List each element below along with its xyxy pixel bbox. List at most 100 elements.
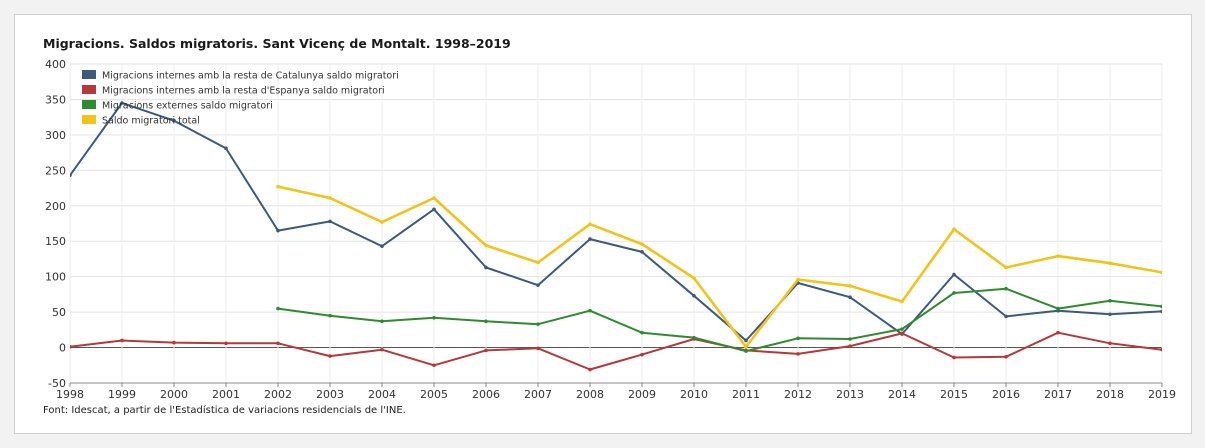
data-point[interactable]	[328, 354, 332, 358]
x-tick-label: 2001	[212, 388, 240, 401]
data-point[interactable]	[1108, 261, 1112, 265]
data-point[interactable]	[484, 348, 488, 353]
data-point[interactable]	[848, 284, 852, 288]
data-point[interactable]	[692, 335, 696, 340]
data-point[interactable]	[536, 260, 540, 265]
x-tick-label: 2014	[888, 388, 916, 401]
data-point[interactable]	[1056, 306, 1060, 311]
data-point[interactable]	[380, 319, 384, 324]
data-point[interactable]	[952, 227, 956, 231]
data-point[interactable]	[484, 243, 488, 248]
y-tick-label: 0	[59, 342, 66, 355]
data-point[interactable]	[432, 196, 436, 200]
x-tick-label: 2016	[992, 388, 1020, 401]
data-point[interactable]	[1160, 270, 1164, 275]
x-tick-label: 2008	[576, 388, 604, 401]
data-point[interactable]	[1160, 309, 1164, 314]
data-point[interactable]	[432, 207, 436, 212]
data-point[interactable]	[536, 322, 540, 326]
data-point[interactable]	[536, 283, 540, 287]
data-point[interactable]	[1004, 354, 1008, 359]
data-point[interactable]	[1160, 304, 1164, 309]
x-tick-label: 2012	[784, 388, 812, 401]
data-point[interactable]	[692, 294, 696, 298]
x-tick-label: 2013	[836, 388, 864, 401]
data-point[interactable]	[640, 250, 644, 254]
x-tick-label: 2018	[1096, 388, 1124, 401]
data-point[interactable]	[744, 345, 748, 349]
data-point[interactable]	[744, 349, 748, 353]
x-tick-label: 2005	[420, 388, 448, 401]
data-point[interactable]	[328, 313, 332, 318]
data-point[interactable]	[692, 276, 696, 280]
x-tick-label: 2009	[628, 388, 656, 401]
data-point[interactable]	[432, 363, 436, 368]
data-point[interactable]	[1004, 265, 1008, 270]
data-point[interactable]	[276, 341, 280, 346]
x-tick-label: 2003	[316, 388, 344, 401]
data-point[interactable]	[536, 346, 540, 351]
series-line	[277, 287, 1162, 353]
data-point[interactable]	[120, 101, 124, 105]
data-point[interactable]	[172, 340, 176, 345]
data-point[interactable]	[1056, 254, 1060, 258]
data-point[interactable]	[1108, 312, 1112, 317]
data-point[interactable]	[1160, 347, 1164, 352]
data-point[interactable]	[848, 295, 852, 300]
data-point[interactable]	[68, 173, 72, 178]
data-point[interactable]	[848, 337, 852, 341]
data-point[interactable]	[484, 319, 488, 324]
data-point[interactable]	[172, 118, 176, 123]
data-point[interactable]	[952, 291, 956, 295]
data-point[interactable]	[900, 299, 904, 304]
data-point[interactable]	[952, 272, 956, 277]
data-point[interactable]	[276, 184, 280, 189]
data-point[interactable]	[328, 196, 332, 200]
data-point[interactable]	[276, 228, 280, 233]
data-point[interactable]	[1108, 341, 1112, 346]
data-point[interactable]	[224, 146, 228, 151]
y-tick-label: -50	[48, 377, 66, 390]
data-point[interactable]	[224, 341, 228, 346]
series-line	[70, 331, 1162, 371]
y-tick-label: 250	[45, 164, 66, 177]
data-point[interactable]	[900, 327, 904, 331]
data-point[interactable]	[588, 237, 592, 241]
data-point[interactable]	[900, 331, 904, 336]
series-layer	[68, 101, 1164, 372]
x-tick-label: 1999	[108, 388, 136, 401]
data-point[interactable]	[640, 330, 644, 335]
data-point[interactable]	[484, 265, 488, 270]
data-point[interactable]	[380, 347, 384, 352]
x-tick-label: 2006	[472, 388, 500, 401]
data-point[interactable]	[1108, 298, 1112, 303]
data-point[interactable]	[1004, 286, 1008, 291]
data-point[interactable]	[68, 345, 72, 349]
series-1	[68, 330, 1164, 372]
data-point[interactable]	[328, 219, 332, 224]
data-point[interactable]	[796, 352, 800, 356]
data-point[interactable]	[588, 222, 592, 227]
legend: Migracions internes amb la resta de Cata…	[82, 70, 399, 127]
data-point[interactable]	[588, 367, 592, 372]
data-point[interactable]	[120, 338, 124, 343]
y-tick-label: 350	[45, 93, 66, 106]
x-tick-label: 2004	[368, 388, 396, 401]
data-point[interactable]	[1056, 330, 1060, 335]
data-point[interactable]	[640, 352, 644, 357]
data-point[interactable]	[432, 315, 436, 320]
data-point[interactable]	[744, 338, 748, 343]
y-tick-label: 50	[52, 306, 66, 319]
data-point[interactable]	[796, 336, 800, 341]
source-note: Font: Idescat, a partir de l'Estadística…	[43, 405, 406, 416]
data-point[interactable]	[796, 277, 800, 282]
data-point[interactable]	[380, 220, 384, 224]
data-point[interactable]	[276, 306, 280, 311]
data-point[interactable]	[640, 242, 644, 246]
data-point[interactable]	[1004, 314, 1008, 319]
data-point[interactable]	[952, 355, 956, 360]
data-point[interactable]	[380, 244, 384, 248]
data-point[interactable]	[588, 308, 592, 313]
data-point[interactable]	[848, 344, 852, 348]
